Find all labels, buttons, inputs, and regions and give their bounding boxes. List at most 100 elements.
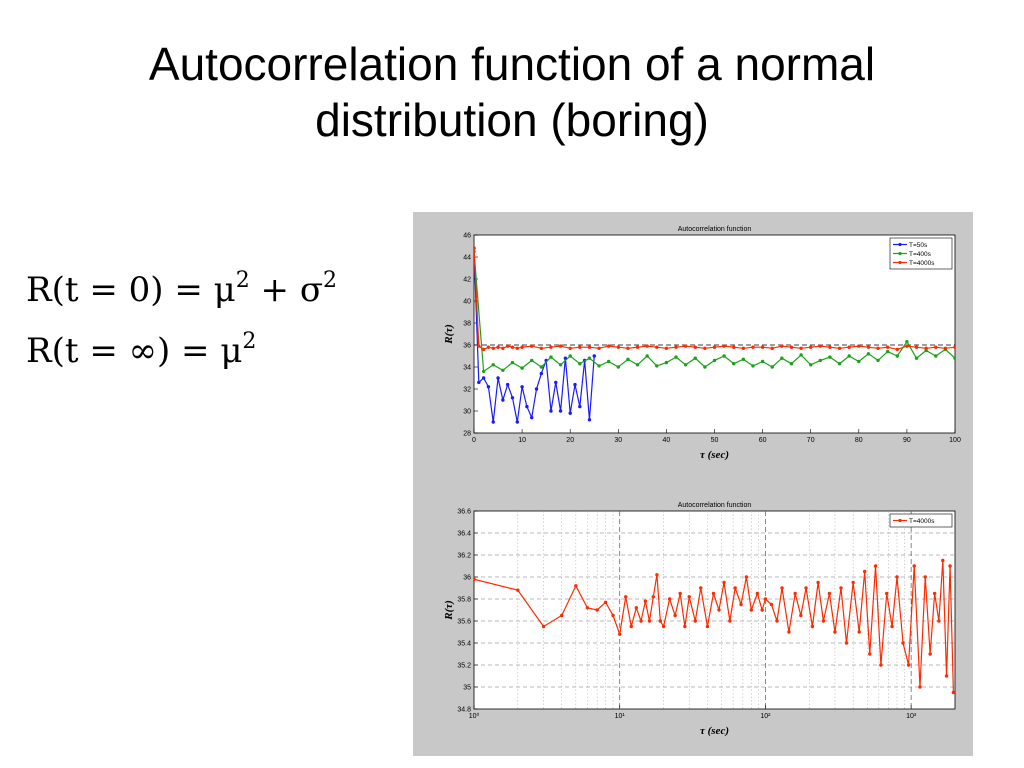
data-point bbox=[629, 624, 633, 629]
data-point bbox=[592, 354, 596, 358]
data-point bbox=[780, 344, 784, 348]
y-tick-label: 32 bbox=[463, 387, 471, 394]
data-point bbox=[775, 619, 779, 623]
data-point bbox=[857, 344, 861, 348]
data-point bbox=[789, 362, 794, 366]
data-point bbox=[912, 564, 916, 568]
data-point bbox=[722, 354, 726, 358]
data-point bbox=[626, 357, 630, 361]
data-point bbox=[799, 353, 803, 357]
data-point bbox=[866, 352, 871, 356]
data-point bbox=[799, 613, 803, 618]
chart-2: 34.8 35 35.2 35.4 35.6 35.8 36 36.2 36.4 36.6 10⁰ 1… bbox=[443, 502, 956, 737]
y-axis-label: R(τ) bbox=[443, 324, 455, 345]
data-point bbox=[703, 365, 707, 369]
data-point bbox=[624, 595, 628, 599]
data-point bbox=[937, 619, 941, 623]
data-point bbox=[751, 345, 755, 349]
x-tick-label: 50 bbox=[711, 437, 719, 444]
data-point bbox=[827, 591, 832, 596]
data-point bbox=[501, 368, 505, 372]
data-point bbox=[635, 345, 640, 349]
data-point bbox=[496, 345, 500, 349]
data-point bbox=[486, 345, 491, 349]
y-tick-label: 34.8 bbox=[457, 707, 471, 714]
data-point bbox=[885, 345, 890, 349]
data-point bbox=[712, 345, 717, 349]
data-point bbox=[857, 359, 861, 364]
data-point bbox=[549, 355, 553, 359]
x-tick-label: 10³ bbox=[906, 713, 917, 720]
data-point bbox=[932, 591, 937, 596]
x-axis-label: τ (sec) bbox=[700, 449, 729, 461]
data-point bbox=[876, 358, 880, 363]
data-point bbox=[885, 591, 889, 596]
data-point bbox=[611, 613, 615, 618]
data-point bbox=[828, 345, 832, 349]
data-point bbox=[515, 420, 519, 424]
legend-entry: T=400s bbox=[909, 251, 932, 258]
data-point bbox=[741, 346, 746, 350]
data-point bbox=[520, 366, 524, 370]
data-point bbox=[481, 369, 486, 374]
formula-r-infinity: R(t = ∞) = μ2 bbox=[26, 323, 337, 384]
data-point bbox=[491, 346, 495, 350]
figure-panel: 28 30 32 34 36 38 40 42 44 46 0 10 20 30 40 50 60 70 80 90 1… bbox=[413, 212, 973, 756]
y-tick-label: 36.4 bbox=[457, 531, 471, 538]
x-tick-label: 100 bbox=[949, 437, 961, 444]
data-point bbox=[868, 652, 872, 656]
data-point bbox=[780, 356, 784, 360]
data-point bbox=[780, 586, 784, 590]
series-T=400s bbox=[474, 249, 955, 374]
figure-svg: 28 30 32 34 36 38 40 42 44 46 0 10 20 30 40 50 60 70 80 90 1… bbox=[443, 226, 961, 737]
data-point bbox=[693, 356, 697, 360]
data-point bbox=[645, 344, 649, 348]
data-point bbox=[664, 360, 669, 365]
y-axis-label: R(τ) bbox=[443, 600, 455, 621]
data-point bbox=[639, 619, 643, 623]
x-tick-label: 40 bbox=[663, 437, 671, 444]
data-point bbox=[539, 371, 544, 376]
data-point bbox=[578, 362, 582, 366]
data-point bbox=[606, 344, 611, 348]
legend-box bbox=[889, 513, 953, 528]
data-point bbox=[510, 396, 515, 400]
y-tick-label: 35.2 bbox=[457, 663, 471, 670]
data-point bbox=[722, 344, 726, 348]
y-tick-label: 35.4 bbox=[457, 641, 471, 648]
data-point bbox=[809, 345, 813, 349]
data-point bbox=[491, 363, 495, 367]
data-point bbox=[905, 340, 909, 344]
data-point bbox=[645, 354, 649, 358]
data-point bbox=[948, 564, 952, 568]
x-tick-label: 90 bbox=[903, 437, 911, 444]
data-point bbox=[643, 599, 648, 603]
data-point bbox=[928, 652, 932, 656]
x-tick-label: 10¹ bbox=[615, 713, 626, 720]
x-tick-label: 60 bbox=[759, 437, 767, 444]
data-point bbox=[717, 608, 721, 612]
y-tick-label: 36.2 bbox=[457, 553, 471, 560]
data-point bbox=[755, 591, 760, 596]
data-point bbox=[578, 404, 582, 409]
data-point bbox=[770, 346, 774, 350]
data-point bbox=[901, 641, 905, 645]
data-point bbox=[678, 591, 682, 596]
x-axis-label: τ (sec) bbox=[700, 725, 729, 737]
data-point bbox=[491, 420, 495, 424]
data-point bbox=[477, 344, 481, 348]
x-tick-label: 70 bbox=[807, 437, 815, 444]
data-point bbox=[799, 346, 803, 350]
data-point bbox=[857, 630, 861, 634]
data-point bbox=[934, 354, 938, 358]
x-tick-label: 30 bbox=[614, 437, 622, 444]
data-point bbox=[763, 597, 768, 601]
y-tick-label: 35.6 bbox=[457, 619, 471, 626]
data-point bbox=[534, 387, 539, 391]
legend: T=50s T=400s T=4000s bbox=[889, 237, 953, 270]
data-point bbox=[496, 376, 500, 380]
data-point bbox=[885, 349, 890, 354]
data-point bbox=[558, 363, 563, 367]
data-point bbox=[839, 586, 843, 590]
data-point bbox=[722, 580, 726, 585]
